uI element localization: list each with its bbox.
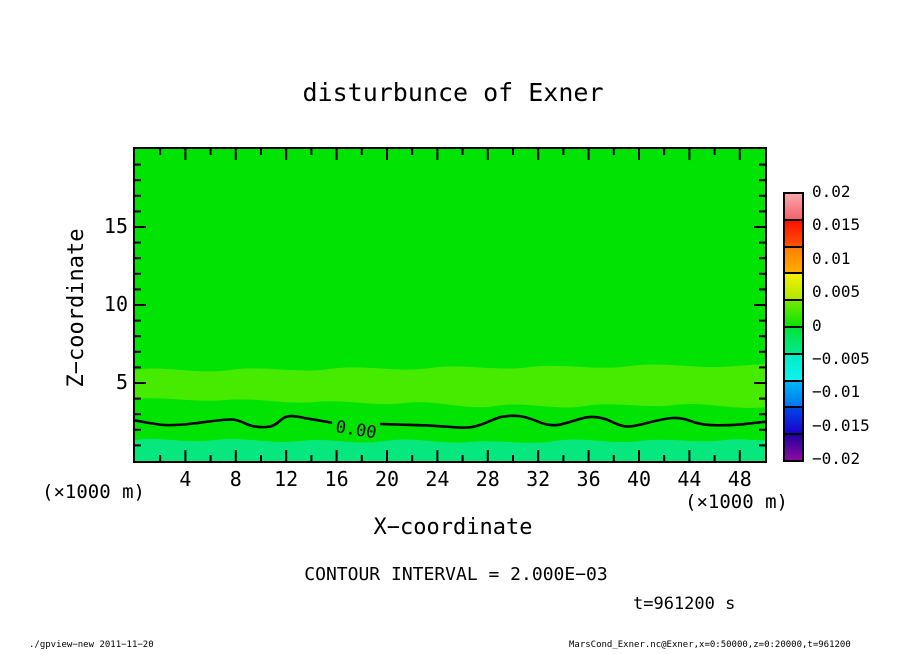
colorbar-box bbox=[785, 327, 802, 355]
footer-left: ./gpview−new 2011−11−20 bbox=[29, 640, 154, 650]
time-text: t=961200 s bbox=[633, 594, 736, 614]
plot-area: 0.00 bbox=[133, 147, 767, 463]
axis-ticks bbox=[135, 149, 765, 461]
colorbar-box bbox=[785, 247, 802, 275]
z-tick-label: 10 bbox=[103, 292, 128, 316]
x-tick-label: 36 bbox=[576, 467, 601, 491]
colorbar-box bbox=[785, 435, 802, 460]
colorbar bbox=[783, 192, 804, 462]
colorbar-box bbox=[785, 274, 802, 302]
x-tick-label: 20 bbox=[374, 467, 400, 491]
x-tick-label: 48 bbox=[727, 467, 752, 491]
mint-band bbox=[135, 438, 765, 461]
colorbar-label: 0.005 bbox=[812, 282, 861, 302]
z-tick-label: 15 bbox=[103, 214, 128, 238]
plot-field: 0.00 bbox=[135, 149, 765, 461]
x-tick-label: 28 bbox=[475, 467, 500, 491]
contour-interval-text: CONTOUR INTERVAL = 2.000E−03 bbox=[304, 564, 608, 585]
colorbar-label: 0 bbox=[812, 315, 822, 335]
x-tick-labels: 4 8 12 16 20 24 28 32 36 40 44 48 bbox=[135, 467, 765, 493]
colorbar-box bbox=[785, 354, 802, 382]
colorbar-label: −0.015 bbox=[812, 415, 870, 435]
x-axis-units: (×1000 m) bbox=[685, 491, 788, 513]
x-tick-label: 44 bbox=[677, 467, 702, 491]
x-tick-label: 12 bbox=[274, 467, 299, 491]
x-tick-label: 24 bbox=[425, 467, 450, 491]
colorbar-box bbox=[785, 301, 802, 328]
x-tick-label: 16 bbox=[324, 467, 349, 491]
page-title: disturbunce of Exner bbox=[302, 78, 604, 107]
colorbar-box bbox=[785, 194, 802, 221]
footer-right: MarsCond_Exner.nc@Exner,x=0:50000,z=0:20… bbox=[569, 640, 851, 650]
zero-contour-line-right bbox=[379, 414, 765, 430]
colorbar-label: 0.02 bbox=[812, 182, 851, 201]
x-tick-label: 8 bbox=[229, 467, 242, 491]
colorbar-box bbox=[785, 381, 802, 409]
x-axis-label: X−coordinate bbox=[373, 515, 533, 540]
colorbar-box bbox=[785, 408, 802, 436]
z-axis-units: (×1000 m) bbox=[42, 481, 145, 503]
z-axis-label: Z−coordinate bbox=[64, 228, 89, 388]
colorbar-label: −0.005 bbox=[812, 349, 870, 368]
colorbar-label: −0.02 bbox=[812, 449, 861, 469]
light-green-band bbox=[135, 364, 765, 408]
zero-contour-line-left bbox=[135, 414, 333, 429]
colorbar-box bbox=[785, 220, 802, 248]
x-tick-label: 40 bbox=[626, 467, 652, 491]
x-tick-label: 4 bbox=[179, 467, 192, 491]
colorbar-label: 0.015 bbox=[812, 215, 861, 235]
colorbar-labels: 0.02 0.015 0.01 0.005 0 −0.005 −0.01 −0.015 −0.0… bbox=[812, 182, 882, 468]
z-tick-labels: 5 10 15 bbox=[92, 149, 128, 461]
colorbar-label: −0.01 bbox=[812, 382, 861, 402]
x-tick-label: 32 bbox=[526, 467, 551, 491]
colorbar-label: 0.01 bbox=[812, 248, 851, 268]
z-tick-label: 5 bbox=[115, 370, 128, 394]
field-background bbox=[135, 149, 765, 461]
